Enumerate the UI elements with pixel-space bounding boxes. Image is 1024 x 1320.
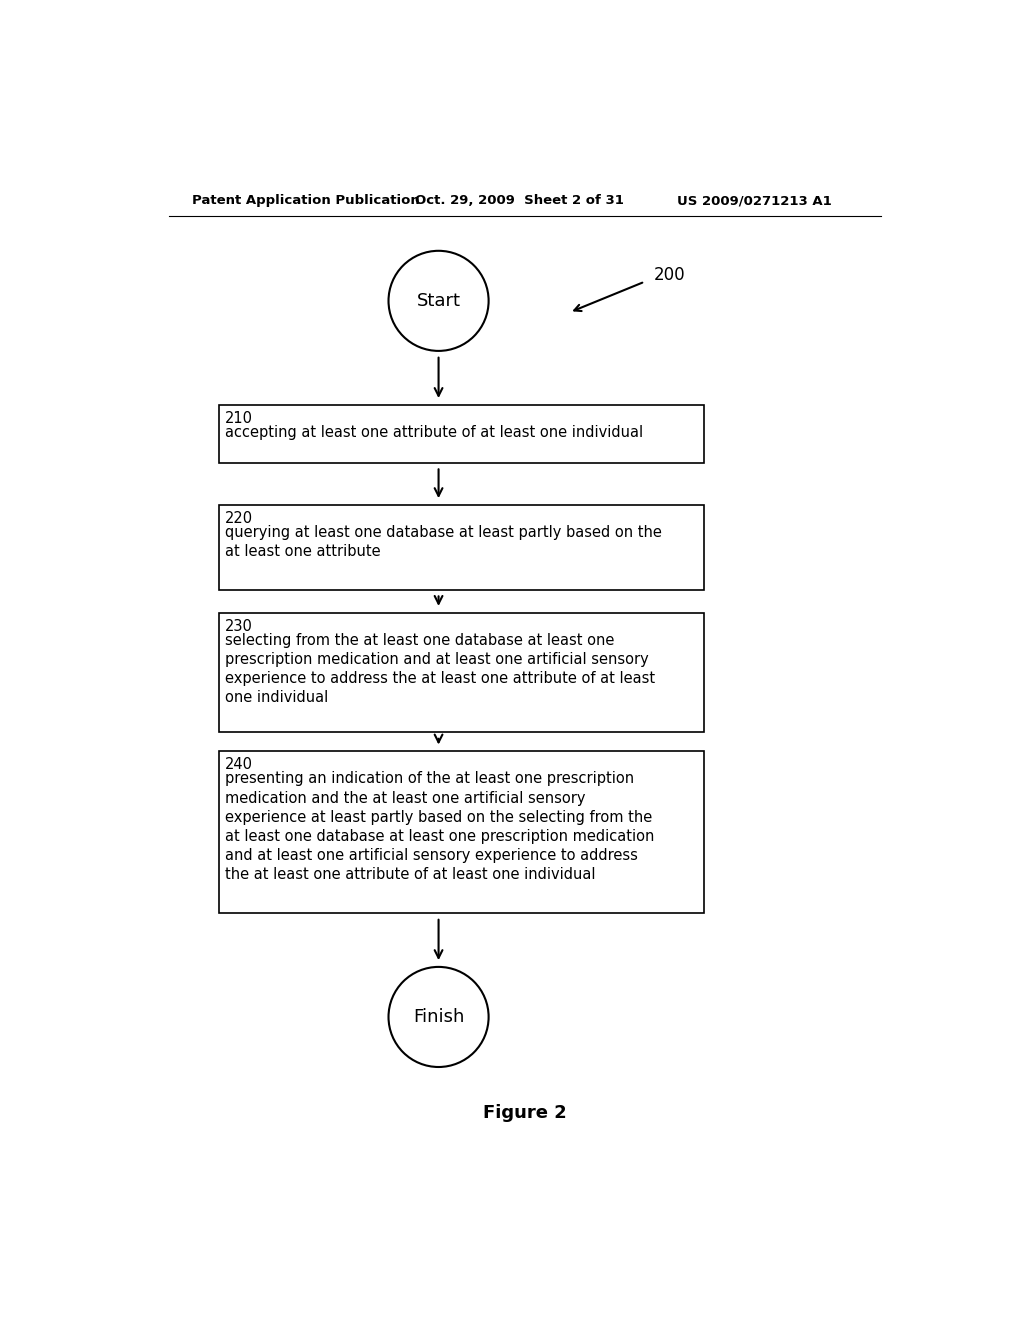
Text: Finish: Finish	[413, 1008, 464, 1026]
Text: accepting at least one attribute of at least one individual: accepting at least one attribute of at l…	[225, 425, 643, 440]
Text: 200: 200	[654, 267, 686, 284]
Bar	[219, 612, 705, 733]
Text: 210: 210	[225, 411, 253, 426]
Bar	[219, 506, 705, 590]
Text: US 2009/0271213 A1: US 2009/0271213 A1	[677, 194, 833, 207]
Text: Oct. 29, 2009  Sheet 2 of 31: Oct. 29, 2009 Sheet 2 of 31	[416, 194, 625, 207]
Bar	[219, 405, 705, 462]
Text: 230: 230	[225, 619, 253, 634]
Text: Patent Application Publication: Patent Application Publication	[193, 194, 420, 207]
Text: querying at least one database at least partly based on the
at least one attribu: querying at least one database at least …	[225, 525, 663, 560]
Text: Start: Start	[417, 292, 461, 310]
Text: 240: 240	[225, 758, 253, 772]
Text: 220: 220	[225, 511, 253, 527]
Bar	[219, 751, 705, 913]
Text: selecting from the at least one database at least one
prescription medication an: selecting from the at least one database…	[225, 632, 655, 705]
Text: presenting an indication of the at least one prescription
medication and the at : presenting an indication of the at least…	[225, 771, 654, 882]
Text: Figure 2: Figure 2	[483, 1105, 566, 1122]
